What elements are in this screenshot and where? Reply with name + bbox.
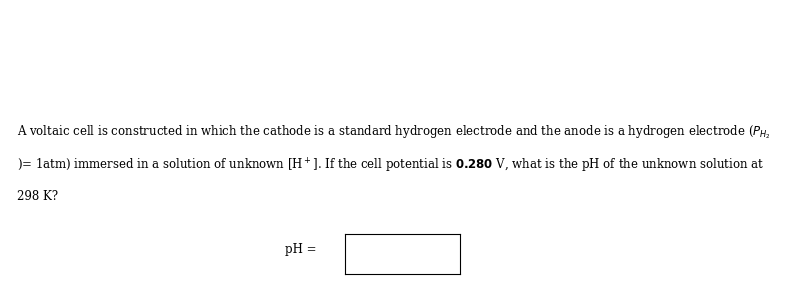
Text: )= 1atm) immersed in a solution of unknown [H$^+$]. If the cell potential is $\m: )= 1atm) immersed in a solution of unkno… xyxy=(17,157,764,175)
Text: 298 K?: 298 K? xyxy=(17,190,59,203)
Text: A voltaic cell is constructed in which the cathode is a standard hydrogen electr: A voltaic cell is constructed in which t… xyxy=(17,123,772,141)
Text: pH =: pH = xyxy=(285,243,317,256)
